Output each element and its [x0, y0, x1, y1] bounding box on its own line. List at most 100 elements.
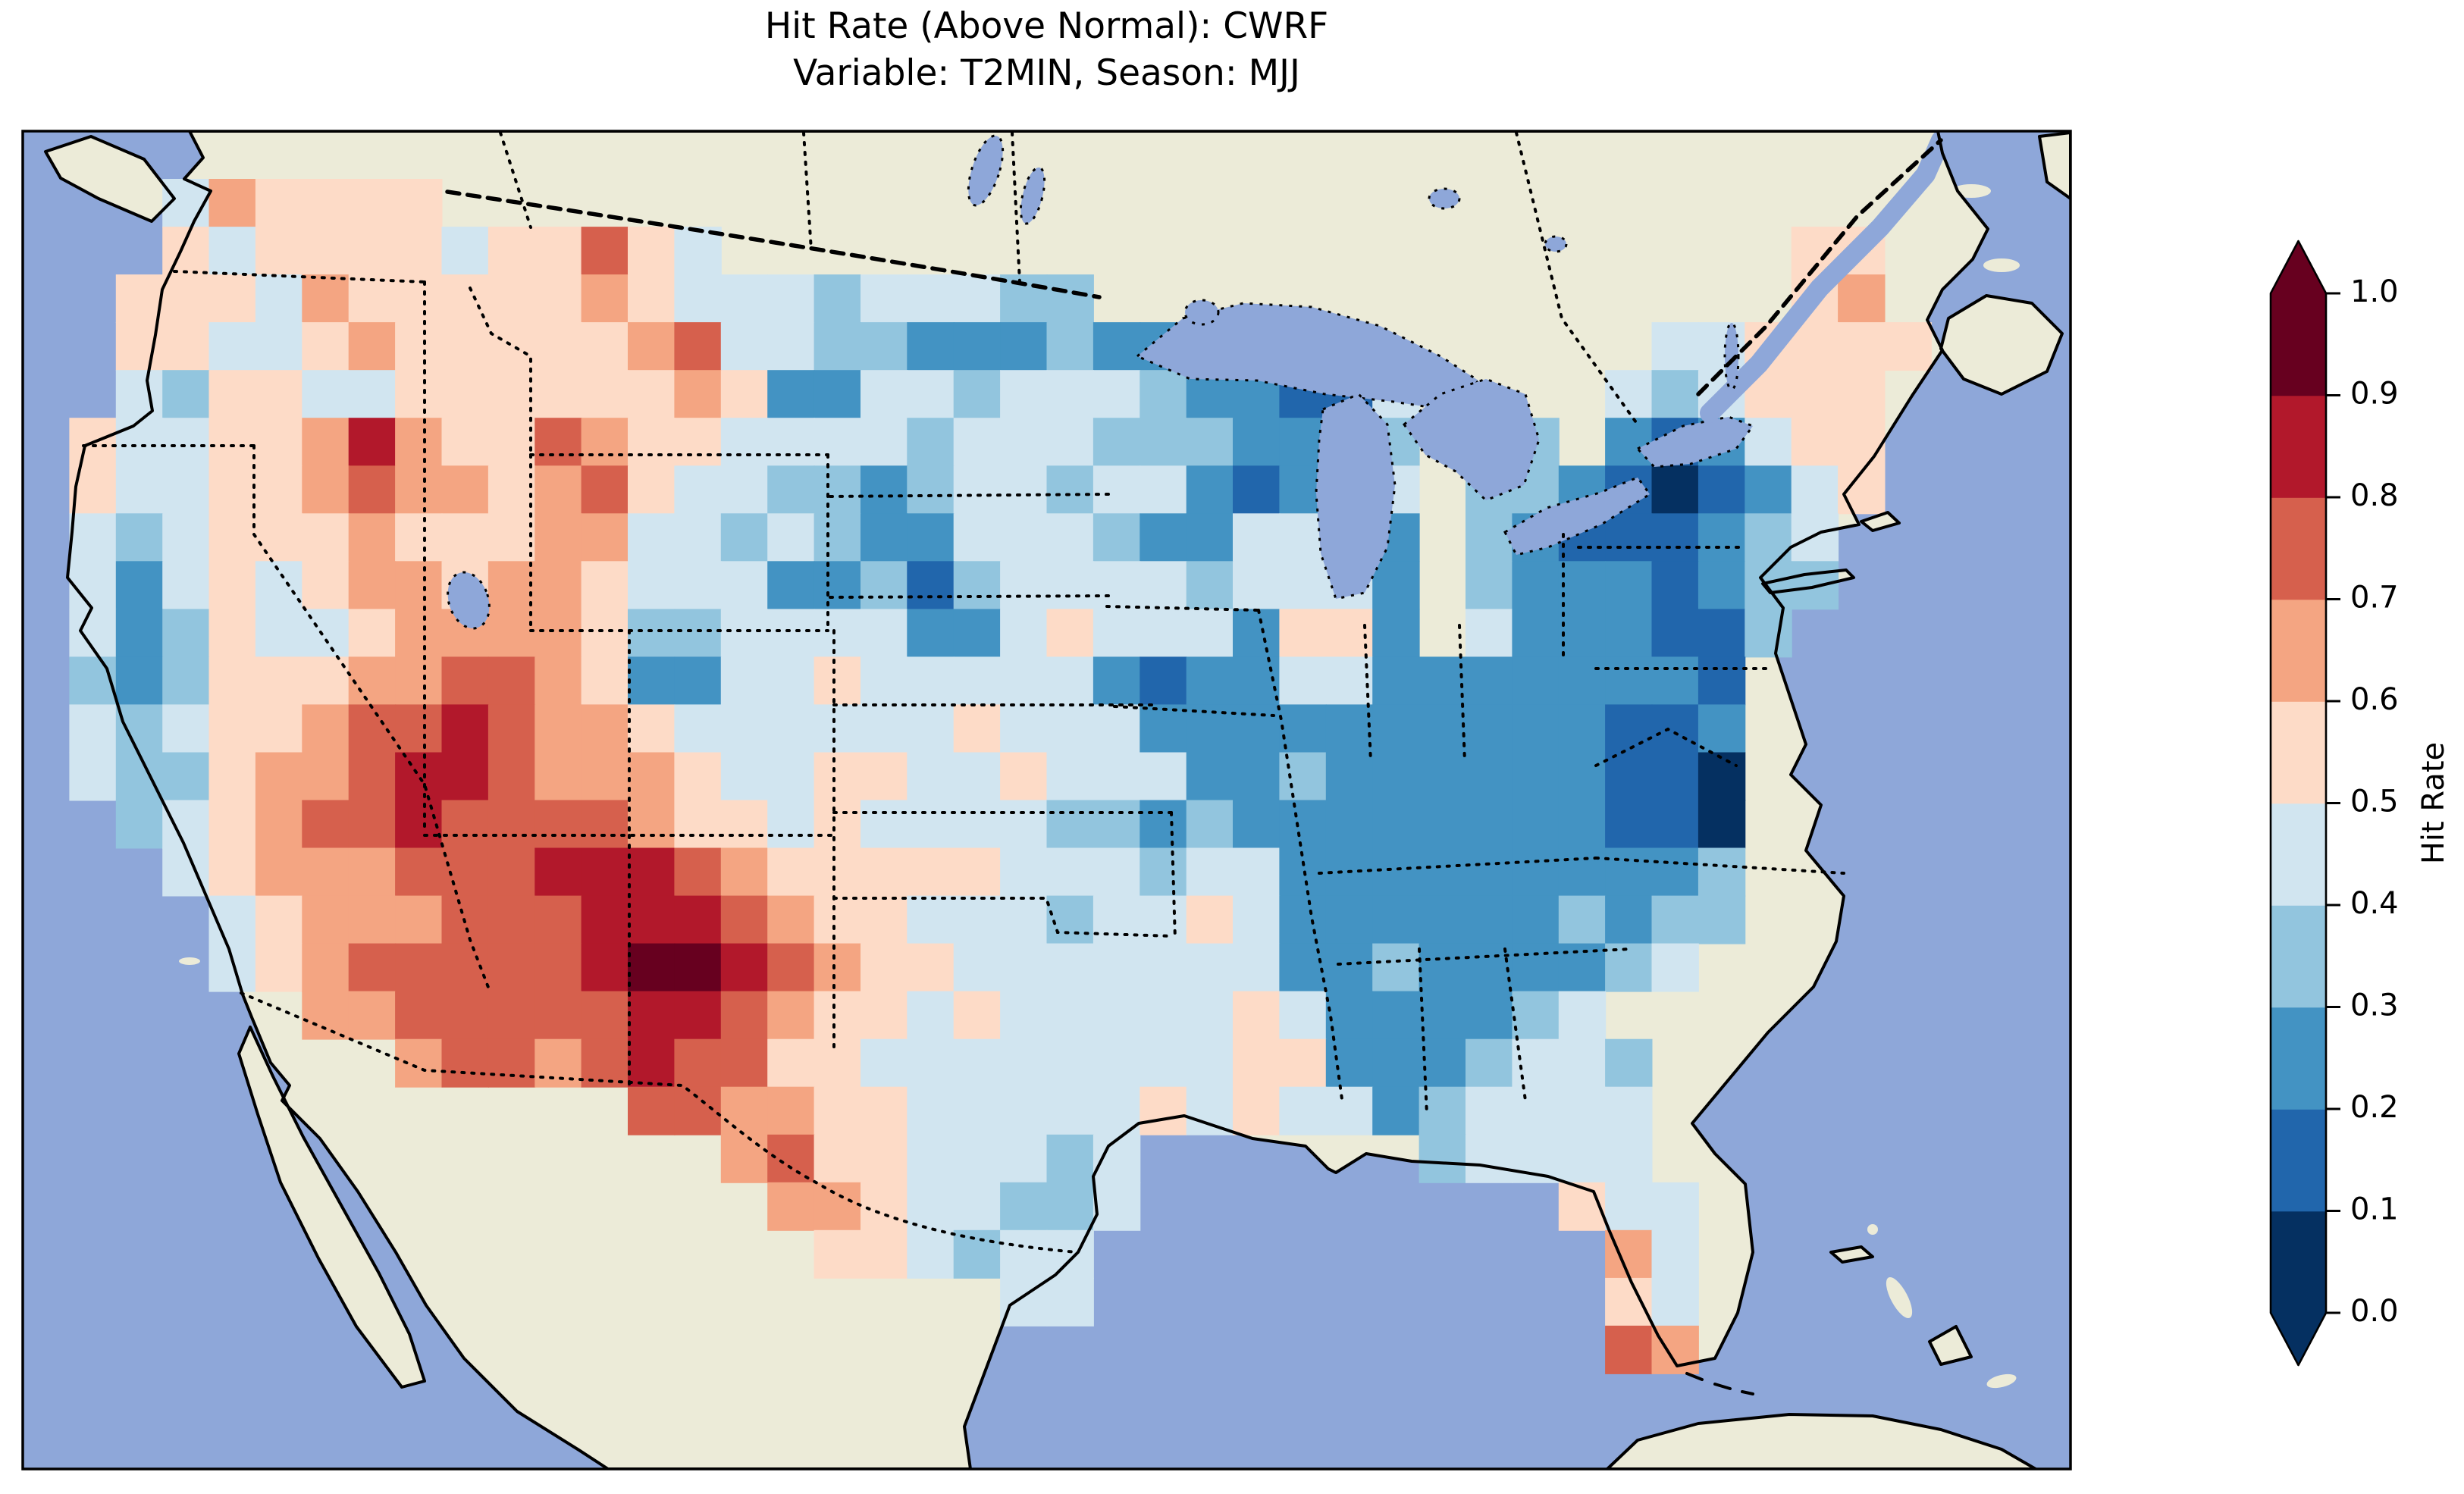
- great-salt-lake: [447, 571, 491, 630]
- grid-cell: [1233, 465, 1281, 515]
- grid-cell: [1838, 418, 1886, 467]
- grid-cell: [813, 800, 861, 849]
- grid-cell: [861, 1134, 908, 1183]
- grid-cell: [302, 800, 350, 849]
- grid-cell: [1140, 704, 1187, 753]
- grid-cell: [720, 465, 769, 515]
- grid-cell: [861, 895, 908, 944]
- grid-cell: [487, 991, 536, 1040]
- grid-cell: [1140, 370, 1187, 419]
- grid-cell: [1233, 895, 1281, 944]
- grid-cell: [1605, 1182, 1653, 1231]
- grid-cell: [1512, 800, 1560, 849]
- grid-cell: [767, 513, 815, 562]
- colorbar-tick-label: 0.5: [2350, 785, 2399, 819]
- grid-cell: [487, 704, 536, 753]
- grid-cell: [1558, 1086, 1607, 1135]
- grid-cell: [1186, 800, 1234, 849]
- grid-cell: [395, 227, 443, 276]
- grid-cell: [1651, 895, 1699, 944]
- grid-cell: [1651, 370, 1699, 419]
- grid-cell: [348, 322, 397, 371]
- grid-cell: [1046, 513, 1094, 562]
- grid-cell: [162, 513, 210, 562]
- grid-cell: [581, 370, 629, 419]
- grid-cell: [581, 656, 629, 706]
- grid-cell: [441, 465, 489, 515]
- grid-cell: [767, 991, 815, 1040]
- grid-cell: [302, 704, 350, 753]
- grid-cell: [1419, 1038, 1466, 1088]
- grid-cell: [767, 1182, 815, 1231]
- grid-cell: [487, 609, 536, 658]
- grid-cell: [69, 656, 117, 706]
- grid-cell: [907, 609, 955, 658]
- grid-cell: [1092, 800, 1141, 849]
- grid-cell: [813, 895, 861, 944]
- grid-cell: [767, 656, 815, 706]
- grid-cell: [1000, 561, 1048, 610]
- grid-cell: [1140, 418, 1187, 467]
- grid-cell: [1092, 847, 1141, 897]
- grid-cell: [907, 418, 955, 467]
- grid-cell: [861, 1182, 908, 1231]
- grid-cell: [255, 370, 303, 419]
- figure-title-line2: Variable: T2MIN, Season: MJJ: [793, 52, 1300, 95]
- grid-cell: [720, 322, 769, 371]
- grid-cell: [208, 418, 256, 467]
- grid-cell: [1046, 370, 1094, 419]
- grid-cell: [813, 1086, 861, 1135]
- grid-cell: [907, 1229, 955, 1279]
- grid-cell: [628, 895, 676, 944]
- grid-cell: [767, 752, 815, 801]
- grid-cell: [1605, 943, 1653, 992]
- grid-cell: [1838, 370, 1886, 419]
- grid-cell: [395, 704, 443, 753]
- grid-cell: [767, 1086, 815, 1135]
- grid-cell: [813, 943, 861, 992]
- colorbar-axis-label: Hit Rate: [2416, 742, 2451, 864]
- grid-cell: [1605, 513, 1653, 562]
- grid-cell: [720, 656, 769, 706]
- grid-cell: [1000, 418, 1048, 467]
- grid-cell: [534, 704, 582, 753]
- grid-cell: [348, 800, 397, 849]
- grid-cell: [674, 1038, 722, 1088]
- grid-cell: [1140, 561, 1187, 610]
- grid-cell: [1466, 1134, 1513, 1183]
- grid-cell: [1698, 465, 1746, 515]
- grid-cell: [720, 418, 769, 467]
- grid-cell: [1092, 943, 1141, 992]
- grid-cell: [348, 179, 397, 227]
- grid-cell: [395, 465, 443, 515]
- grid-cell: [1140, 847, 1187, 897]
- grid-cell: [1000, 1182, 1048, 1231]
- grid-cell: [302, 370, 350, 419]
- grid-cell: [861, 656, 908, 706]
- grid-cell: [1092, 1038, 1141, 1088]
- grid-cell: [813, 752, 861, 801]
- grid-cell: [1605, 1038, 1653, 1088]
- grid-cell: [1419, 895, 1466, 944]
- colorbar-tick-label: 0.3: [2350, 988, 2399, 1023]
- grid-cell: [162, 752, 210, 801]
- grid-cell: [907, 1038, 955, 1088]
- grid-cell: [907, 800, 955, 849]
- grid-cell: [1140, 465, 1187, 515]
- grid-cell: [674, 704, 722, 753]
- grid-cell: [720, 847, 769, 897]
- grid-cell: [581, 943, 629, 992]
- grid-cell: [1000, 465, 1048, 515]
- grid-cell: [534, 322, 582, 371]
- grid-cell: [395, 847, 443, 897]
- grid-cell: [953, 656, 1002, 706]
- grid-cell: [1466, 513, 1513, 562]
- grid-cell: [1512, 847, 1560, 897]
- grid-cell: [813, 1229, 861, 1279]
- grid-cell: [487, 322, 536, 371]
- grid-cell: [1512, 752, 1560, 801]
- grid-cell: [720, 370, 769, 419]
- grid-cell: [1698, 704, 1746, 753]
- grid-cell: [581, 322, 629, 371]
- grid-cell: [674, 370, 722, 419]
